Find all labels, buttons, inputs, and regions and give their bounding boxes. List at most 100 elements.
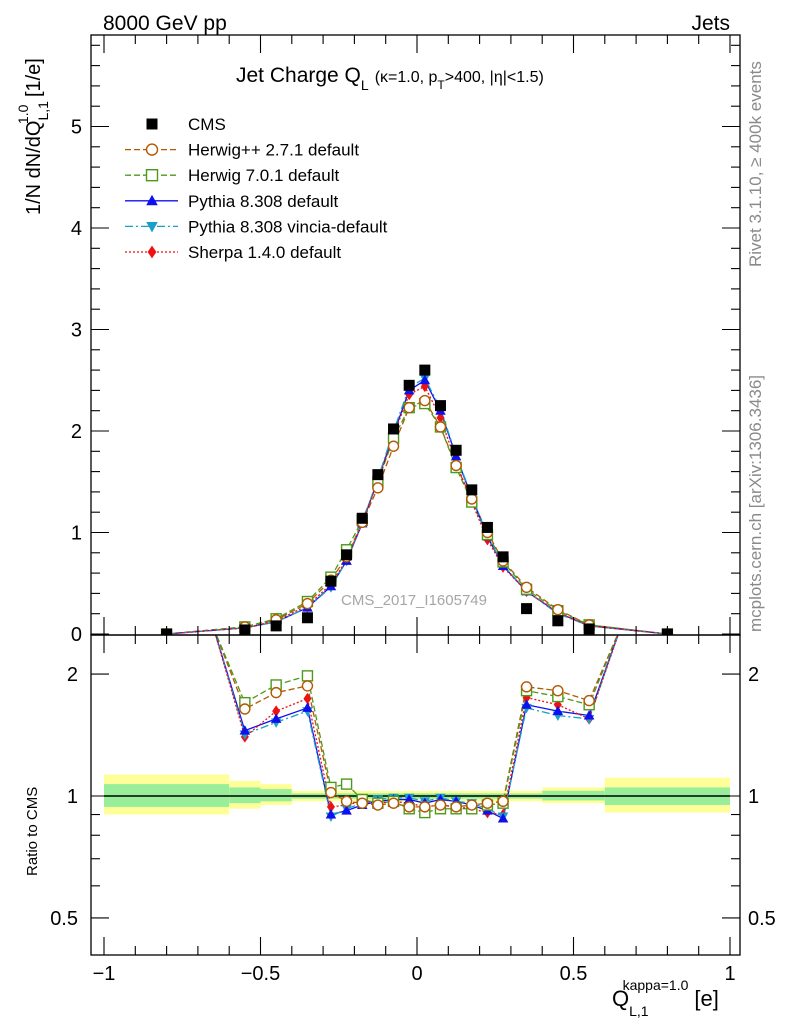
cms-legend-marker (146, 118, 158, 130)
ratio-panel-frame (90, 634, 741, 956)
axes-ticks: 0 1 2 3 4 5 −1 −0.5 0 0.5 1 0.5 0.5 1 1 2 2 (50, 35, 776, 985)
herwig-2-7-1-default-point (520, 581, 533, 594)
legend-label-cms: CMS (188, 115, 226, 134)
ratio-y-tick-label-right: 1 (748, 786, 759, 808)
cms-point (419, 364, 431, 376)
cms-point (552, 615, 564, 627)
sherpa-1-4-0-default-ratio-point (326, 801, 335, 813)
pythia-8-308-vincia-default-ratio-line (214, 635, 619, 818)
herwig-7-0-1-default-ratio-point (340, 778, 353, 790)
sherpa-1-4-0-default-ratio-point (303, 692, 312, 705)
herwig-2-7-1-default-ratio-point (325, 786, 337, 799)
ratio-y-tick-label: 2 (67, 664, 78, 686)
x-tick-label: 0 (411, 963, 422, 985)
y-axis-label-main: 1/N dN/dQL,11.0 [1/e] (15, 58, 51, 215)
y-axis-label-ratio: Ratio to CMS (24, 787, 41, 876)
pythia-8-308-default-ratio-point (552, 705, 564, 716)
cms-point (450, 444, 462, 456)
cms-point (372, 469, 384, 481)
main-y-tick-label: 1 (71, 523, 82, 545)
x-tick-label: 0.5 (560, 963, 588, 985)
sherpa-1-4-0-default-point (436, 412, 445, 424)
herwig-2-7-1-default-ratio-point (583, 694, 595, 707)
herwig-7-0-1-default-ratio-point (301, 670, 314, 682)
x-tick-label: −1 (93, 963, 116, 985)
herwig-2-7-1-default-line (166, 399, 668, 635)
herwig-2-7-1-default-point (450, 459, 462, 472)
herwig-2-7-1-default-ratio-point (552, 684, 564, 697)
main-y-tick-label: 2 (71, 421, 82, 443)
pythia-8-308-default-ratio-point (403, 794, 415, 804)
cms-point (583, 623, 595, 635)
watermark-group: CMS_2017_I1605749 (341, 592, 487, 609)
ratio-panel-series (214, 635, 619, 823)
pythia-8-308-default-ratio-point (521, 699, 532, 709)
cms-point (239, 624, 251, 635)
x-tick-label: 1 (724, 963, 735, 985)
ratio-y-tick-label-right: 0.5 (748, 908, 776, 930)
main-y-tick-label: 5 (71, 117, 82, 139)
herwig-2-7-1-default-point (387, 440, 400, 452)
mcplots-label: mcplots.cern.ch [arXiv:1306.3436] (746, 375, 765, 632)
cms-point (325, 575, 337, 587)
pythia-8-308-vincia-default-legend-marker (146, 222, 158, 233)
cms-point (434, 400, 446, 412)
pythia-8-308-default-ratio-point (583, 710, 595, 720)
main-y-tick-label: 0 (71, 624, 82, 646)
pythia-8-308-default-ratio-point (239, 725, 251, 735)
cms-point (466, 484, 478, 496)
herwig-2-7-1-default-point (372, 482, 384, 494)
pythia-8-308-default-ratio-point (341, 805, 352, 815)
herwig-2-7-1-default-ratio-point (387, 797, 400, 809)
herwig-2-7-1-default-point (403, 401, 415, 414)
ratio-uncertainty-bands (104, 774, 730, 815)
cms-point (341, 549, 353, 561)
cms-point (270, 620, 282, 632)
header-left: 8000 GeV pp (103, 12, 227, 35)
legend-label-sherpa-1-4-0-default: Sherpa 1.4.0 default (188, 243, 341, 262)
sherpa-1-4-0-default-ratio-line (214, 635, 619, 816)
herwig-2-7-1-default-ratio-point (434, 799, 447, 811)
herwig-2-7-1-default-ratio-point (403, 801, 415, 813)
ratio-band-inner (260, 789, 292, 802)
pythia-8-308-default-ratio-point (270, 713, 282, 723)
header-right: Jets (691, 12, 730, 35)
herwig-2-7-1-default-ratio-point (356, 797, 368, 809)
cms-point (497, 551, 509, 563)
herwig-2-7-1-default-ratio-point (372, 799, 384, 811)
x-tick-label: −0.5 (241, 963, 280, 985)
legend: CMS Herwig++ 2.7.1 default Herwig 7.0.1 de… (125, 115, 388, 262)
herwig-2-7-1-default-ratio-point (239, 703, 251, 715)
ratio-band-inner (229, 787, 261, 804)
herwig-2-7-1-default-ratio-point (466, 799, 478, 811)
pythia-8-308-default-ratio-point (497, 812, 509, 823)
herwig-2-7-1-default-ratio-point (497, 795, 509, 808)
ratio-y-tick-label: 0.5 (50, 908, 78, 930)
cms-point (403, 379, 415, 391)
ratio-y-tick-label-right: 2 (748, 664, 759, 686)
herwig-7-0-1-default-ratio-line (215, 635, 619, 814)
rivet-label: Rivet 3.1.10, ≥ 400k events (746, 61, 765, 267)
pythia-8-308-default-ratio-point (302, 702, 313, 712)
pythia-8-308-default-ratio-point (325, 809, 337, 819)
herwig-2-7-1-default-legend-marker (145, 143, 159, 156)
pythia-8-308-default-point (419, 374, 431, 385)
ratio-y-tick-label: 1 (67, 786, 78, 808)
main-y-tick-label: 4 (71, 218, 82, 240)
herwig-2-7-1-default-ratio-point (481, 797, 494, 809)
cms-point (301, 612, 313, 624)
sherpa-1-4-0-default-ratio-point (272, 705, 281, 717)
herwig-2-7-1-default-ratio-point (340, 795, 353, 808)
chart-title: Jet Charge QL (κ=1.0, pT>400, |η|<1.5) (236, 64, 544, 93)
herwig-2-7-1-default-ratio-point (301, 680, 314, 692)
pythia-8-308-default-legend-marker (146, 194, 158, 206)
legend-label-pythia-8-308-default: Pythia 8.308 default (188, 192, 339, 211)
herwig-2-7-1-default-point (466, 493, 478, 505)
x-axis-label: QL,1kappa=1.0[e] (612, 977, 719, 1019)
cms-point (356, 512, 368, 524)
analysis-watermark: CMS_2017_I1605749 (341, 592, 487, 609)
herwig-2-7-1-default-ratio-point (270, 686, 282, 699)
herwig-2-7-1-default-ratio-point (419, 801, 431, 813)
herwig-2-7-1-default-point (301, 597, 314, 610)
